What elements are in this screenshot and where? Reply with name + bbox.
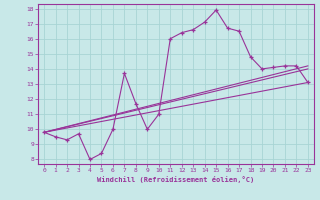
X-axis label: Windchill (Refroidissement éolien,°C): Windchill (Refroidissement éolien,°C): [97, 176, 255, 183]
